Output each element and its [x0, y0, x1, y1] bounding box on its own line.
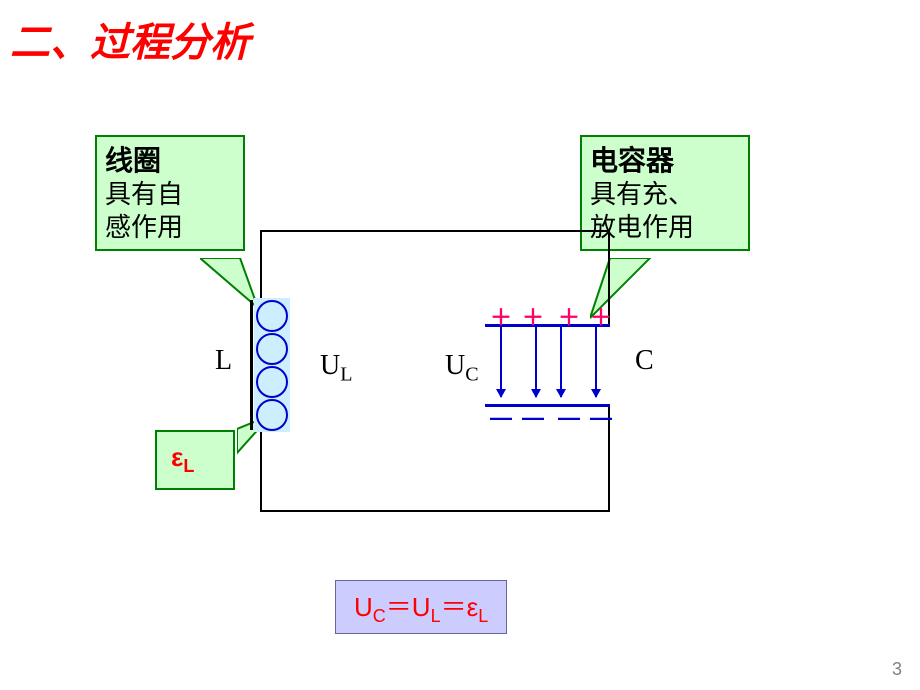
label-L: L	[215, 345, 232, 377]
callout-inductor-head: 线圈	[105, 143, 235, 178]
charge-minus: —	[558, 405, 580, 431]
callout-capacitor-line1: 具有充、	[590, 178, 740, 211]
inductor-loop	[256, 333, 288, 365]
section-title: 二、过程分析	[10, 10, 250, 68]
eps-symbol: εL	[171, 442, 194, 472]
charge-plus: ＋	[490, 300, 512, 332]
callout-capacitor-line2: 放电作用	[590, 211, 740, 244]
inductor-bar	[250, 300, 253, 430]
inductor-loop	[256, 300, 288, 332]
label-UC: UC	[445, 350, 479, 387]
charge-minus: —	[522, 405, 544, 431]
formula-box: UC＝UL＝εL	[335, 580, 507, 634]
page-number: 3	[892, 659, 902, 680]
circuit-bottom	[260, 510, 610, 512]
cap-arrow	[560, 327, 562, 397]
inductor-loop	[256, 399, 288, 431]
callout-inductor: 线圈 具有自 感作用	[95, 135, 245, 251]
callout-capacitor-head: 电容器	[590, 143, 740, 178]
inductor-loop	[256, 366, 288, 398]
callout-inductor-line2: 感作用	[105, 211, 235, 244]
charge-plus: ＋	[522, 300, 544, 332]
circuit-left-upper	[260, 230, 262, 300]
label-UL: UL	[320, 350, 352, 387]
eps-box: εL	[155, 430, 235, 490]
charge-minus: —	[490, 405, 512, 431]
circuit-left-lower	[260, 430, 262, 512]
cap-arrow	[595, 327, 597, 397]
charge-plus: ＋	[590, 300, 612, 332]
charge-minus: —	[590, 405, 612, 431]
cap-arrow	[500, 327, 502, 397]
callout-inductor-line1: 具有自	[105, 178, 235, 211]
label-C: C	[635, 345, 654, 377]
callout-capacitor: 电容器 具有充、 放电作用	[580, 135, 750, 251]
cap-arrow	[535, 327, 537, 397]
circuit-top	[260, 230, 610, 232]
charge-plus: ＋	[558, 300, 580, 332]
